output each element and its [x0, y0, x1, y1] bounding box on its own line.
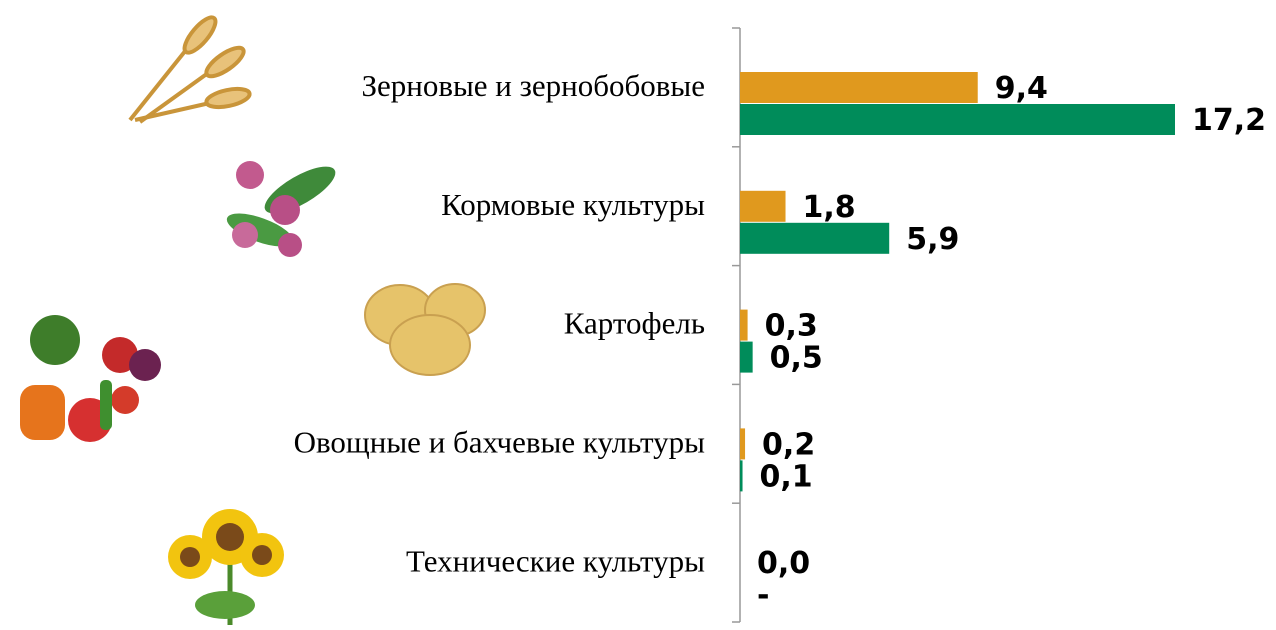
category-label: Зерновые и зернобобовые	[361, 68, 705, 103]
category-label: Кормовые культуры	[441, 187, 705, 222]
bar	[740, 223, 889, 254]
value-label: 0,5	[770, 341, 823, 376]
value-label: 0,3	[765, 309, 818, 344]
value-label: 17,2	[1192, 103, 1266, 138]
bar	[740, 310, 748, 341]
sunflower-icon	[168, 509, 284, 625]
bar	[740, 428, 745, 459]
chart: Зерновые и зернобобовые 9,4 17,2 Кормовые к…	[0, 0, 1276, 630]
value-label: 0,2	[762, 427, 815, 462]
value-label: 0,0	[757, 546, 810, 581]
potato-icon	[365, 284, 485, 375]
category-label: Картофель	[564, 306, 705, 341]
category-axis	[732, 28, 740, 622]
category-label: Технические культуры	[406, 543, 705, 578]
bar	[740, 460, 743, 491]
clover-icon	[223, 158, 342, 257]
value-label: 9,4	[995, 71, 1048, 106]
bar	[740, 342, 753, 373]
bar	[740, 191, 786, 222]
vegetables-icon	[20, 315, 161, 442]
wheat-icon	[130, 13, 251, 122]
value-label: 1,8	[803, 190, 856, 225]
value-label: 5,9	[906, 222, 959, 257]
value-label: -	[757, 578, 769, 613]
category-label: Овощные и бахчевые культуры	[294, 425, 706, 460]
bar	[740, 72, 978, 103]
bar	[740, 104, 1175, 135]
value-label: 0,1	[760, 459, 813, 494]
